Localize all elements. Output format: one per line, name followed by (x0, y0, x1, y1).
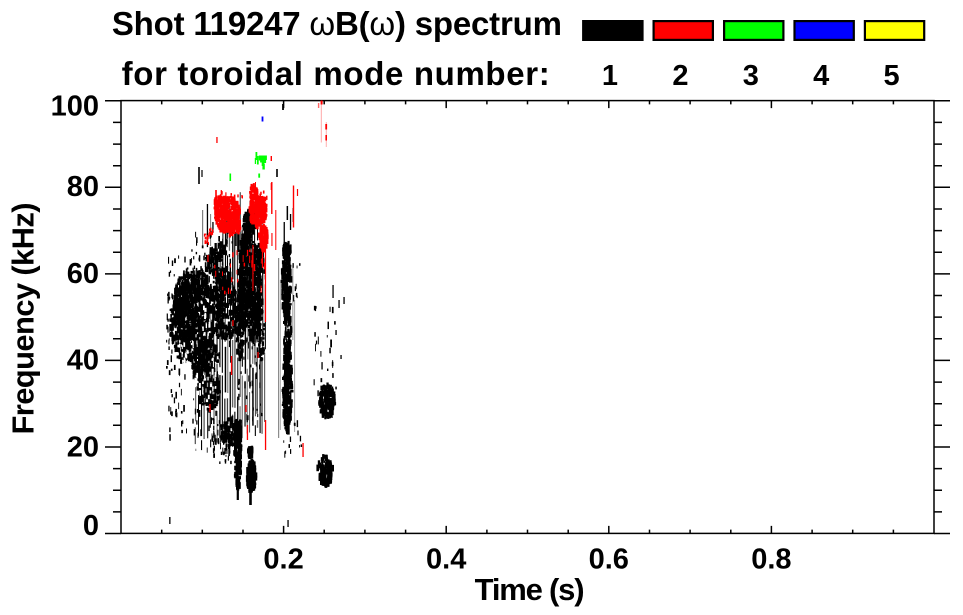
svg-text:0.2: 0.2 (263, 543, 303, 575)
svg-text:40: 40 (67, 345, 99, 377)
svg-text:0.4: 0.4 (426, 543, 466, 575)
svg-text:20: 20 (67, 432, 99, 464)
svg-text:0.8: 0.8 (751, 543, 791, 575)
svg-text:Shot 119247 ωB(ω) spectrum: Shot 119247 ωB(ω) spectrum (112, 5, 562, 42)
svg-text:for toroidal mode number:: for toroidal mode number: (122, 55, 551, 92)
svg-text:Frequency (kHz): Frequency (kHz) (6, 203, 41, 434)
svg-text:5: 5 (884, 60, 900, 92)
svg-text:0: 0 (83, 510, 99, 542)
svg-text:0.6: 0.6 (589, 543, 629, 575)
svg-text:60: 60 (67, 258, 99, 290)
svg-text:80: 80 (67, 171, 99, 203)
svg-text:3: 3 (743, 60, 759, 92)
svg-text:Time (s): Time (s) (475, 572, 584, 607)
svg-text:4: 4 (813, 60, 829, 92)
svg-text:2: 2 (672, 60, 688, 92)
svg-text:100: 100 (51, 91, 99, 123)
svg-text:1: 1 (602, 60, 618, 92)
